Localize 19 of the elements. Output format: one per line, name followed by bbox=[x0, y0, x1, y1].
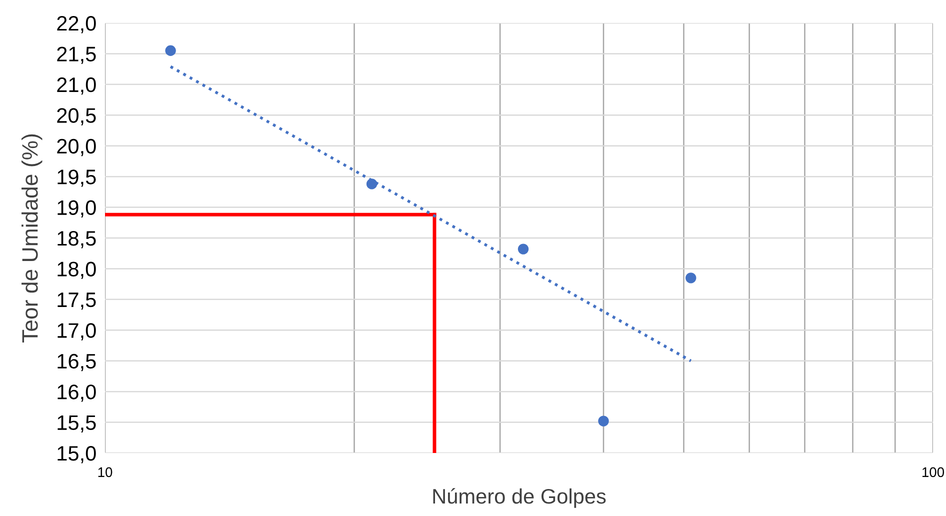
y-tick-label: 18,5 bbox=[58, 231, 96, 248]
x-axis-title: Número de Golpes bbox=[433, 488, 606, 508]
y-tick-label: 21,5 bbox=[57, 46, 96, 64]
x-tick-label: 100 bbox=[922, 467, 944, 478]
y-tick-label: 15,0 bbox=[58, 446, 96, 464]
y-tick-label: 22,0 bbox=[57, 16, 96, 34]
y-tick-label: 18,0 bbox=[58, 262, 96, 279]
y-tick-label: 17,5 bbox=[58, 292, 96, 310]
y-tick-label: 20,0 bbox=[57, 138, 96, 156]
y-tick-label: 21,0 bbox=[57, 77, 96, 95]
x-tick-label: 10 bbox=[98, 467, 112, 478]
y-tick-label: 15,5 bbox=[58, 416, 96, 432]
y-axis-title: Teor de Umidade (%) bbox=[22, 134, 42, 342]
y-tick-label: 17,0 bbox=[58, 323, 96, 340]
y-tick-label: 16,0 bbox=[58, 384, 96, 402]
y-tick-label: 19,5 bbox=[58, 170, 96, 187]
y-tick-label: 19,0 bbox=[58, 200, 96, 218]
y-tick-label: 16,5 bbox=[58, 354, 96, 372]
y-tick-label: 20,5 bbox=[57, 108, 96, 126]
